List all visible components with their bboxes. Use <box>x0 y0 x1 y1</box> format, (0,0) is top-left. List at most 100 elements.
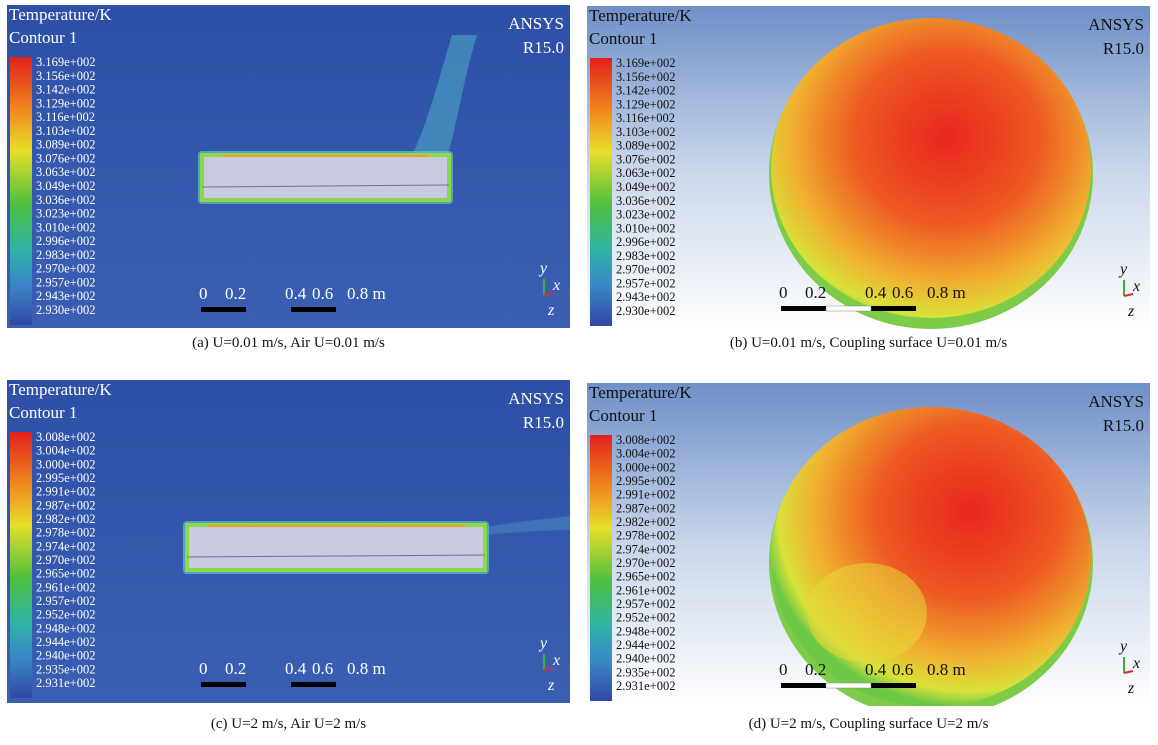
legend-label: 3.063e+002 <box>36 165 95 179</box>
legend-title: Temperature/K <box>589 383 692 402</box>
legend-label: 2.965e+002 <box>36 567 95 581</box>
scale-bar <box>871 306 916 311</box>
legend-label: 2.978e+002 <box>616 529 675 543</box>
legend-label: 2.930e+002 <box>616 304 675 318</box>
axis-label: y <box>1118 261 1128 278</box>
scale-bar <box>201 307 246 312</box>
scale-label: 0.4 <box>865 660 887 679</box>
legend-label: 2.987e+002 <box>36 498 95 512</box>
legend-label: 3.023e+002 <box>616 208 675 222</box>
legend-label: 2.991e+002 <box>616 488 675 502</box>
legend-label: 3.008e+002 <box>616 433 675 447</box>
scale-label: 0.4 <box>285 284 307 303</box>
axis-label: z <box>547 677 555 694</box>
scale-label: 0.8 m <box>927 660 966 679</box>
legend-title: Temperature/K <box>589 6 692 25</box>
legend-label: 3.049e+002 <box>616 180 675 194</box>
legend-label: 3.063e+002 <box>616 166 675 180</box>
legend-label: 3.116e+002 <box>36 110 95 124</box>
legend-label: 2.944e+002 <box>616 638 675 652</box>
scale-label: 0.2 <box>225 284 246 303</box>
axis-label: y <box>1118 638 1128 655</box>
legend-label: 2.957e+002 <box>36 594 95 608</box>
legend-label: 2.965e+002 <box>616 570 675 584</box>
legend-label: 2.944e+002 <box>36 635 95 649</box>
legend-label: 2.974e+002 <box>616 542 675 556</box>
legend-label: 2.982e+002 <box>616 515 675 529</box>
scale-label: 0 <box>199 284 208 303</box>
contour-panel: Temperature/K Contour 1 3.008e+0023.004e+0… <box>587 383 1150 706</box>
legend-label: 3.004e+002 <box>616 447 675 461</box>
legend-label: 2.995e+002 <box>616 474 675 488</box>
scale-bar <box>291 307 336 312</box>
scale-label: 0.6 <box>892 283 913 302</box>
contour-panel: Temperature/K Contour 1 3.169e+0023.156e+0… <box>7 5 570 328</box>
slab-mid <box>186 554 486 558</box>
legend-label: 3.129e+002 <box>36 96 95 110</box>
legend-label: 2.940e+002 <box>616 652 675 666</box>
scale-label: 0.8 m <box>347 284 386 303</box>
legend-label: 3.156e+002 <box>616 70 675 84</box>
axis-label: x <box>552 652 560 669</box>
legend-label: 2.931e+002 <box>36 676 95 690</box>
legend-label: 2.970e+002 <box>616 556 675 570</box>
cool-zone <box>807 563 927 663</box>
scale-bar <box>871 683 916 688</box>
scale-label: 0.6 <box>312 284 333 303</box>
legend-label: 3.036e+002 <box>616 194 675 208</box>
triad-x <box>1123 293 1134 297</box>
legend-label: 3.089e+002 <box>36 138 95 152</box>
axis-label: x <box>552 277 560 294</box>
version: R15.0 <box>1103 39 1144 58</box>
colorbar <box>590 435 612 701</box>
legend-subtitle: Contour 1 <box>589 406 657 425</box>
slab-mid <box>201 184 450 188</box>
legend-label: 3.156e+002 <box>36 69 95 83</box>
legend-subtitle: Contour 1 <box>589 29 657 48</box>
caption: (c) U=2 m/s, Air U=2 m/s <box>210 716 367 732</box>
slab <box>185 523 487 572</box>
legend-label: 3.008e+002 <box>36 430 95 444</box>
legend-label: 3.010e+002 <box>36 220 95 234</box>
plume <box>412 35 477 157</box>
colorbar <box>10 57 32 325</box>
legend-label: 2.991e+002 <box>36 485 95 499</box>
legend-label: 2.957e+002 <box>616 276 675 290</box>
axis-label: z <box>1127 680 1135 697</box>
legend-label: 2.948e+002 <box>36 621 95 635</box>
caption: (b) U=0.01 m/s, Coupling surface U=0.01 … <box>729 335 1008 351</box>
scale-label: 0.4 <box>285 659 307 678</box>
scale-label: 0.2 <box>805 283 826 302</box>
legend-label: 3.076e+002 <box>616 152 675 166</box>
contour-panel: Temperature/K Contour 1 3.008e+0023.004e+0… <box>7 380 570 703</box>
legend-label: 3.103e+002 <box>616 125 675 139</box>
scale-bar <box>825 682 872 689</box>
scale-bar <box>781 306 826 311</box>
contour-panel: Temperature/K Contour 1 3.169e+0023.156e+0… <box>587 6 1150 329</box>
legend-label: 2.952e+002 <box>36 608 95 622</box>
legend-label: 3.142e+002 <box>616 84 675 98</box>
legend-label: 2.943e+002 <box>616 290 675 304</box>
legend-label: 2.983e+002 <box>616 249 675 263</box>
axis-label: y <box>538 260 548 277</box>
legend-label: 2.982e+002 <box>36 512 95 526</box>
legend-label: 2.935e+002 <box>616 665 675 679</box>
scale-label: 0.6 <box>892 660 913 679</box>
legend-label: 2.961e+002 <box>616 583 675 597</box>
legend-label: 2.978e+002 <box>36 526 95 540</box>
axis-label: x <box>1132 655 1140 672</box>
slab <box>200 153 451 202</box>
legend-label: 3.116e+002 <box>616 111 675 125</box>
triad-x <box>543 667 554 671</box>
scale-label: 0.6 <box>312 659 333 678</box>
version: R15.0 <box>523 413 564 432</box>
version: R15.0 <box>523 38 564 57</box>
axis-label: z <box>1127 303 1135 320</box>
scale-label: 0 <box>779 283 788 302</box>
triad-x <box>543 292 554 296</box>
legend-label: 3.103e+002 <box>36 124 95 138</box>
scale-bar <box>201 682 246 687</box>
legend-label: 3.129e+002 <box>616 97 675 111</box>
legend-label: 2.970e+002 <box>36 553 95 567</box>
